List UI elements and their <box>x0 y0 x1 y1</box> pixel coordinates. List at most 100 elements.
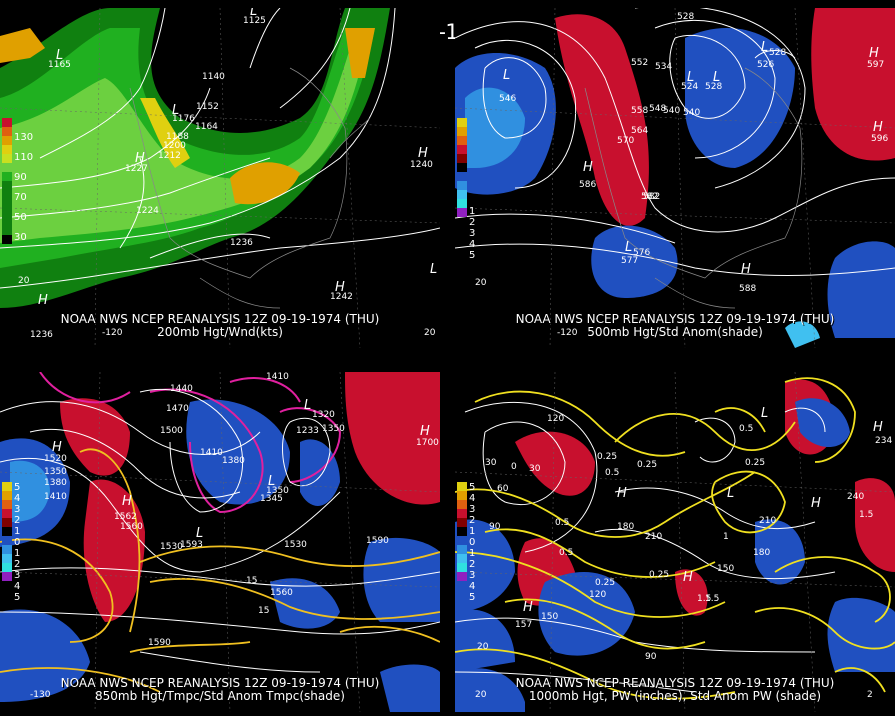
contour-label: 1530 <box>160 542 183 552</box>
anom-shade-pos1 <box>60 398 130 476</box>
contour-label: 564 <box>631 126 649 136</box>
high-marker: H <box>873 420 883 435</box>
legend-swatch <box>2 518 12 527</box>
contour-label: 588 <box>739 284 757 294</box>
legend-swatch <box>2 217 12 226</box>
contour-label: 540 <box>663 106 681 116</box>
legend-label: 4 <box>469 493 476 504</box>
legend-labels-200mb: 130 110 90 70 50 30 <box>14 128 33 248</box>
contour-label: 1212 <box>158 151 181 161</box>
legend-labels-500mb: 1 2 3 4 5 <box>469 206 475 261</box>
map-850mb <box>0 372 440 712</box>
legend-label: 2 <box>14 559 21 570</box>
legend-swatch <box>2 226 12 235</box>
legend-swatch <box>457 554 467 563</box>
contour-label: -120 <box>557 328 578 338</box>
anom-shade-neg1f <box>827 597 895 672</box>
wind-shade-70 <box>0 48 365 243</box>
legend-label: 5 <box>469 482 476 493</box>
anom-shade-neg1d <box>827 241 895 338</box>
anom-shade-neg1d <box>755 519 805 585</box>
legend-label: 30 <box>14 232 27 243</box>
contour-label: 1227 <box>125 164 148 174</box>
contour-label: 1320 <box>312 410 335 420</box>
high-marker: H <box>418 146 428 161</box>
low-marker: L <box>172 103 180 118</box>
high-marker: H <box>617 486 627 501</box>
low-marker: L <box>250 8 258 19</box>
legend-swatch <box>2 181 12 190</box>
high-marker: H <box>811 496 821 511</box>
anom-shade-pos1e <box>675 569 708 616</box>
contour-label: 20 <box>18 276 30 286</box>
contour-label: 180 <box>753 548 771 558</box>
high-marker: H <box>583 160 593 175</box>
panel-caption-source: NOAA NWS NCEP REANALYSIS 12Z 09-19-1974 … <box>515 676 835 690</box>
contour-label: 524 <box>681 82 699 92</box>
contour-label: 210 <box>645 532 663 542</box>
low-marker: L <box>304 398 312 413</box>
temp-contours-cold <box>39 372 342 514</box>
contour-label: 582 <box>641 192 659 202</box>
contour-label: 1164 <box>195 122 218 132</box>
legend-swatch <box>2 482 12 491</box>
legend-labels-850mb: 5 4 3 2 1 0 1 2 3 4 5 <box>14 482 20 603</box>
contour-label: 1350 <box>266 486 289 496</box>
legend-swatch <box>2 500 12 509</box>
contour-label: 15 <box>246 576 258 586</box>
legend-swatch <box>2 509 12 518</box>
contour-label: 120 <box>589 590 607 600</box>
high-marker: H <box>683 570 693 585</box>
legend-swatch <box>2 199 12 208</box>
legend-swatch <box>2 554 12 563</box>
contour-label: 1165 <box>48 60 71 70</box>
contour-label: 90 <box>489 522 501 532</box>
coastlines <box>584 67 803 309</box>
legend-labels-1000mb: 5 4 3 2 1 0 1 2 3 4 5 <box>469 482 475 603</box>
legend-label: 50 <box>14 212 27 223</box>
contour-label: 1593 <box>180 540 203 550</box>
legend-swatch <box>2 536 12 545</box>
contour-label: 1224 <box>136 206 159 216</box>
high-marker: H <box>873 120 883 135</box>
contour-label: 1350 <box>322 424 345 434</box>
legend-swatch <box>2 235 12 244</box>
legend-label: 1 <box>469 548 476 559</box>
contour-label: 548 <box>649 104 667 114</box>
legend-swatch <box>2 118 12 127</box>
contour-label: 150 <box>541 612 559 622</box>
contour-label: 1410 <box>200 448 223 458</box>
contour-label: 1590 <box>366 536 389 546</box>
anom-shade-neg2 <box>10 460 50 522</box>
anom-shade-neg1d <box>0 609 90 702</box>
panel-850mb: 5 4 3 2 1 0 1 2 3 4 5 1410 1440 1470 150… <box>0 372 440 712</box>
high-marker: H <box>122 494 132 509</box>
contour-label: 582 <box>643 192 661 202</box>
contour-label: 1470 <box>166 404 189 414</box>
contour-label: 1410 <box>44 492 67 502</box>
legend-label: 2 <box>469 559 476 570</box>
legend-label: 3 <box>14 504 21 515</box>
contour-label: 526 <box>757 60 775 70</box>
anom-shade-pos1b <box>83 479 145 622</box>
legend-label: 3 <box>469 504 476 515</box>
contour-label: 120 <box>547 414 565 424</box>
contour-label: 1345 <box>260 494 283 504</box>
contour-label: 30 <box>529 464 541 474</box>
contour-label: 0.25 <box>649 570 670 580</box>
contour-label: 1 <box>723 532 729 542</box>
contour-label: 1236 <box>30 330 53 340</box>
legend-label: 1 <box>469 206 476 217</box>
low-marker: L <box>430 262 438 277</box>
contour-label: 0.25 <box>597 452 618 462</box>
coastlines <box>129 67 371 309</box>
anom-shade-neg1g <box>380 664 440 712</box>
panel-caption-field: 200mb Hgt/Wnd(kts) <box>157 325 283 339</box>
legend-swatch <box>2 127 12 136</box>
anom-shade-neg1b <box>685 28 795 168</box>
panel-caption-source: NOAA NWS NCEP REANALYSIS 12Z 09-19-1974 … <box>515 312 835 326</box>
legend-swatch <box>457 208 467 217</box>
legend-swatch <box>457 190 467 199</box>
contour-label: 1700 <box>416 438 439 448</box>
legend-label: 5 <box>469 592 476 603</box>
